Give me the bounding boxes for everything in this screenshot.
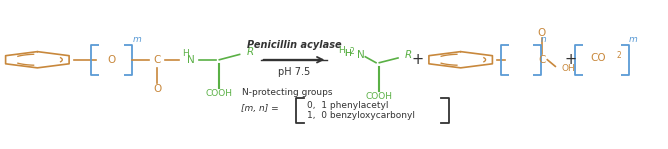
Text: m: m [133,35,142,44]
Text: R: R [246,47,254,57]
Text: 2: 2 [350,47,355,56]
Text: +: + [411,52,424,67]
Text: H: H [182,49,189,58]
Text: Penicillin acylase: Penicillin acylase [246,40,341,50]
Text: CO: CO [591,53,606,63]
Text: 0,  1 phenylacetyl: 0, 1 phenylacetyl [307,101,389,110]
Text: R: R [405,50,412,60]
Text: n: n [540,35,546,44]
Text: 2: 2 [617,51,622,60]
Text: C: C [538,55,546,65]
Text: COOH: COOH [366,92,393,101]
Text: O: O [108,55,116,65]
Text: 1,  0 benzyloxycarbonyl: 1, 0 benzyloxycarbonyl [307,111,415,120]
Text: +: + [564,52,576,67]
Text: pH 7.5: pH 7.5 [278,67,310,77]
Text: H: H [339,46,345,55]
Text: N: N [357,50,365,60]
Text: [m, n] =: [m, n] = [240,104,279,113]
Text: m: m [629,35,637,44]
Text: O: O [538,28,546,38]
Text: N-protecting groups: N-protecting groups [242,88,333,97]
Text: H: H [344,49,351,58]
Text: COOH: COOH [206,89,233,98]
Text: O: O [153,84,162,94]
Text: H: H [344,49,351,58]
Text: N: N [187,55,194,65]
Text: OH: OH [562,64,576,73]
Text: C: C [154,55,161,65]
